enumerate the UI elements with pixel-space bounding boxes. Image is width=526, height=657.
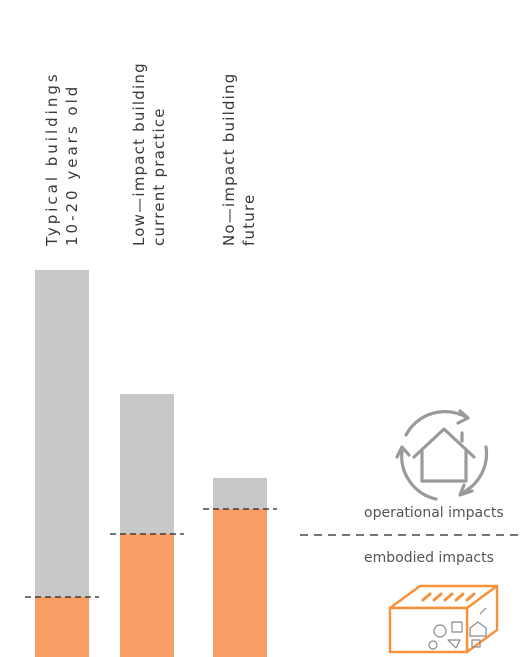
operational-impacts-label: operational impacts: [364, 505, 504, 521]
category-label-1-line2: 10-20 years old: [63, 84, 81, 246]
category-label-3-line1: No—impact building: [220, 73, 238, 246]
bar-embodied-3: [213, 509, 267, 657]
bars-layer: [25, 270, 277, 657]
category-labels: Typical buildings 10-20 years old Low—im…: [43, 62, 258, 247]
category-label-3-line2: future: [240, 194, 258, 246]
house-recycle-icon: [395, 409, 489, 501]
embodied-impacts-label: embodied impacts: [364, 550, 494, 566]
bar-embodied-1: [35, 597, 89, 657]
bar-embodied-2: [120, 534, 174, 657]
bar-operational-1: [35, 270, 89, 597]
bar-operational-2: [120, 394, 174, 534]
category-label-2-line2: current practice: [150, 107, 168, 246]
category-label-1-line1: Typical buildings: [43, 71, 61, 247]
bar-operational-3: [213, 478, 267, 509]
category-label-2-line1: Low—impact building: [130, 62, 148, 246]
building-materials-box-icon: [388, 584, 499, 654]
legend: operational impacts embodied impacts: [300, 409, 522, 654]
